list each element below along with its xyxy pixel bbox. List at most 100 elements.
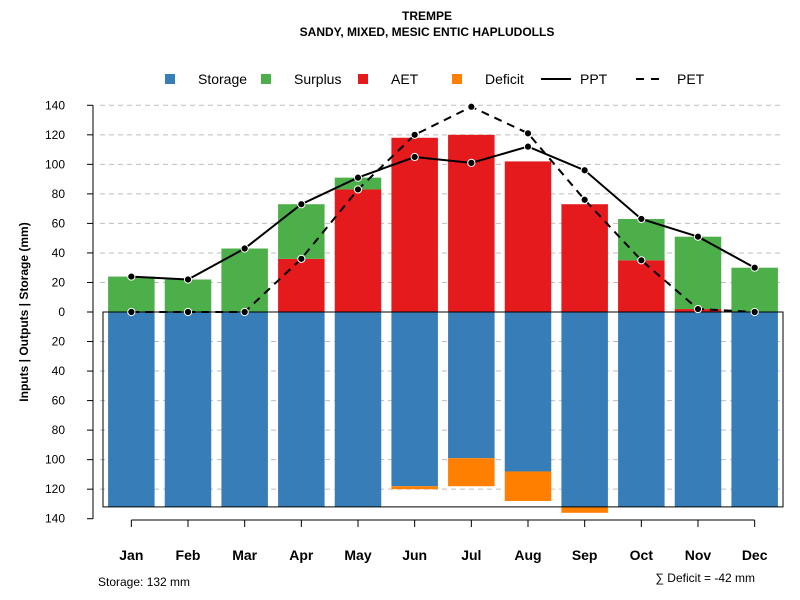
bar-storage <box>504 312 552 472</box>
legend-label-pet: PET <box>677 71 705 87</box>
y-tick-label: 140 <box>45 512 65 526</box>
x-tick-label: Mar <box>232 547 257 563</box>
legend-label-surplus: Surplus <box>294 71 341 87</box>
y-axis: 140 120 100 80 60 40 20 0 20 40 60 80 100 120 140 <box>45 98 94 526</box>
bar-aet <box>504 161 552 312</box>
point-ppt <box>580 166 589 175</box>
point-ppt <box>410 152 419 162</box>
x-tick-label: Sep <box>572 547 598 563</box>
series-lines <box>127 102 759 317</box>
bars <box>102 134 784 513</box>
point-pet <box>297 254 306 263</box>
x-tick-label: Nov <box>685 547 712 563</box>
y-tick-label: 0 <box>58 305 65 319</box>
legend-label-deficit: Deficit <box>485 71 524 87</box>
bar-storage <box>561 312 608 507</box>
y-tick-label: 20 <box>52 335 66 349</box>
x-tick-label: Jan <box>119 547 143 563</box>
x-tick-label: Aug <box>514 547 541 563</box>
bar-storage <box>448 312 495 459</box>
y-axis-label: Inputs | Outputs | Storage (mm) <box>17 222 31 401</box>
legend-label-storage: Storage <box>198 71 247 87</box>
bar-surplus <box>221 248 268 312</box>
x-tick-label: Jun <box>402 547 427 563</box>
point-ppt <box>127 272 136 281</box>
bar-deficit <box>561 506 608 513</box>
bar-surplus <box>618 218 665 261</box>
point-ppt <box>637 214 646 224</box>
point-ppt <box>183 275 193 284</box>
bar-aet <box>618 260 665 312</box>
storage-note: Storage: 132 mm <box>98 575 190 589</box>
y-tick-label: 40 <box>52 246 66 260</box>
storage-capacity-box <box>102 311 784 508</box>
point-pet <box>183 307 193 317</box>
bar-storage <box>391 312 438 487</box>
bar-storage <box>278 312 325 507</box>
legend: Storage Surplus AET Deficit PPT PET <box>165 71 705 87</box>
bar-surplus <box>334 177 382 190</box>
bar-aet <box>278 258 325 312</box>
bar-deficit <box>504 471 552 501</box>
bar-surplus <box>164 279 212 312</box>
y-tick-label: 60 <box>52 394 66 408</box>
deficit-note: ∑ Deficit = -42 mm <box>655 571 755 585</box>
bar-deficit <box>391 486 438 490</box>
y-tick-label: 40 <box>52 364 66 378</box>
x-tick-label: Apr <box>289 547 314 563</box>
point-ppt <box>297 200 306 209</box>
point-pet <box>637 256 646 265</box>
x-tick-label: Oct <box>630 547 654 563</box>
point-pet <box>580 195 589 204</box>
point-pet <box>523 129 533 138</box>
point-pet <box>750 307 759 317</box>
legend-swatch-surplus <box>261 74 271 84</box>
legend-label-aet: AET <box>391 71 419 87</box>
y-tick-label: 120 <box>45 128 65 142</box>
point-pet <box>410 130 419 139</box>
bar-aet <box>561 204 608 312</box>
bar-aet <box>391 137 438 312</box>
y-tick-label: 100 <box>45 157 65 171</box>
line-ppt <box>131 145 756 281</box>
point-ppt <box>353 173 363 182</box>
point-ppt <box>523 142 533 151</box>
chart-title: TREMPE <box>402 9 452 23</box>
x-tick-label: May <box>344 547 371 563</box>
x-tick-label: Jul <box>461 547 481 563</box>
bar-storage <box>618 312 665 507</box>
y-tick-label: 100 <box>45 453 65 467</box>
bar-surplus <box>278 204 325 259</box>
x-tick-label: Dec <box>742 547 768 563</box>
y-tick-label: 80 <box>52 423 66 437</box>
line-pet <box>131 105 755 313</box>
bar-storage <box>108 312 155 507</box>
point-ppt <box>240 244 249 253</box>
y-tick-label: 140 <box>45 98 65 112</box>
bar-storage <box>731 312 778 507</box>
legend-swatch-aet <box>358 74 368 84</box>
bar-storage <box>221 312 268 507</box>
gridlines <box>100 104 783 490</box>
y-tick-label: 60 <box>52 216 66 230</box>
legend-label-ppt: PPT <box>580 71 608 87</box>
point-pet <box>127 307 136 317</box>
chart-subtitle: SANDY, MIXED, MESIC ENTIC HAPLUDOLLS <box>300 25 555 39</box>
bar-surplus <box>108 276 155 312</box>
bar-surplus <box>674 236 722 310</box>
bar-storage <box>334 312 382 507</box>
legend-swatch-deficit <box>452 74 462 84</box>
bar-storage <box>164 312 212 507</box>
x-axis: Jan Feb Mar Apr May Jun Jul Aug Sep Oct Nov Dec <box>119 519 768 563</box>
point-ppt <box>750 263 759 272</box>
y-tick-label: 120 <box>45 482 65 496</box>
point-pet <box>693 304 703 314</box>
point-ppt <box>693 232 703 241</box>
bar-surplus <box>731 267 778 312</box>
point-pet <box>240 307 249 317</box>
legend-swatch-storage <box>165 74 175 84</box>
bar-deficit <box>448 458 495 487</box>
point-pet <box>353 185 363 194</box>
point-ppt <box>467 158 476 167</box>
